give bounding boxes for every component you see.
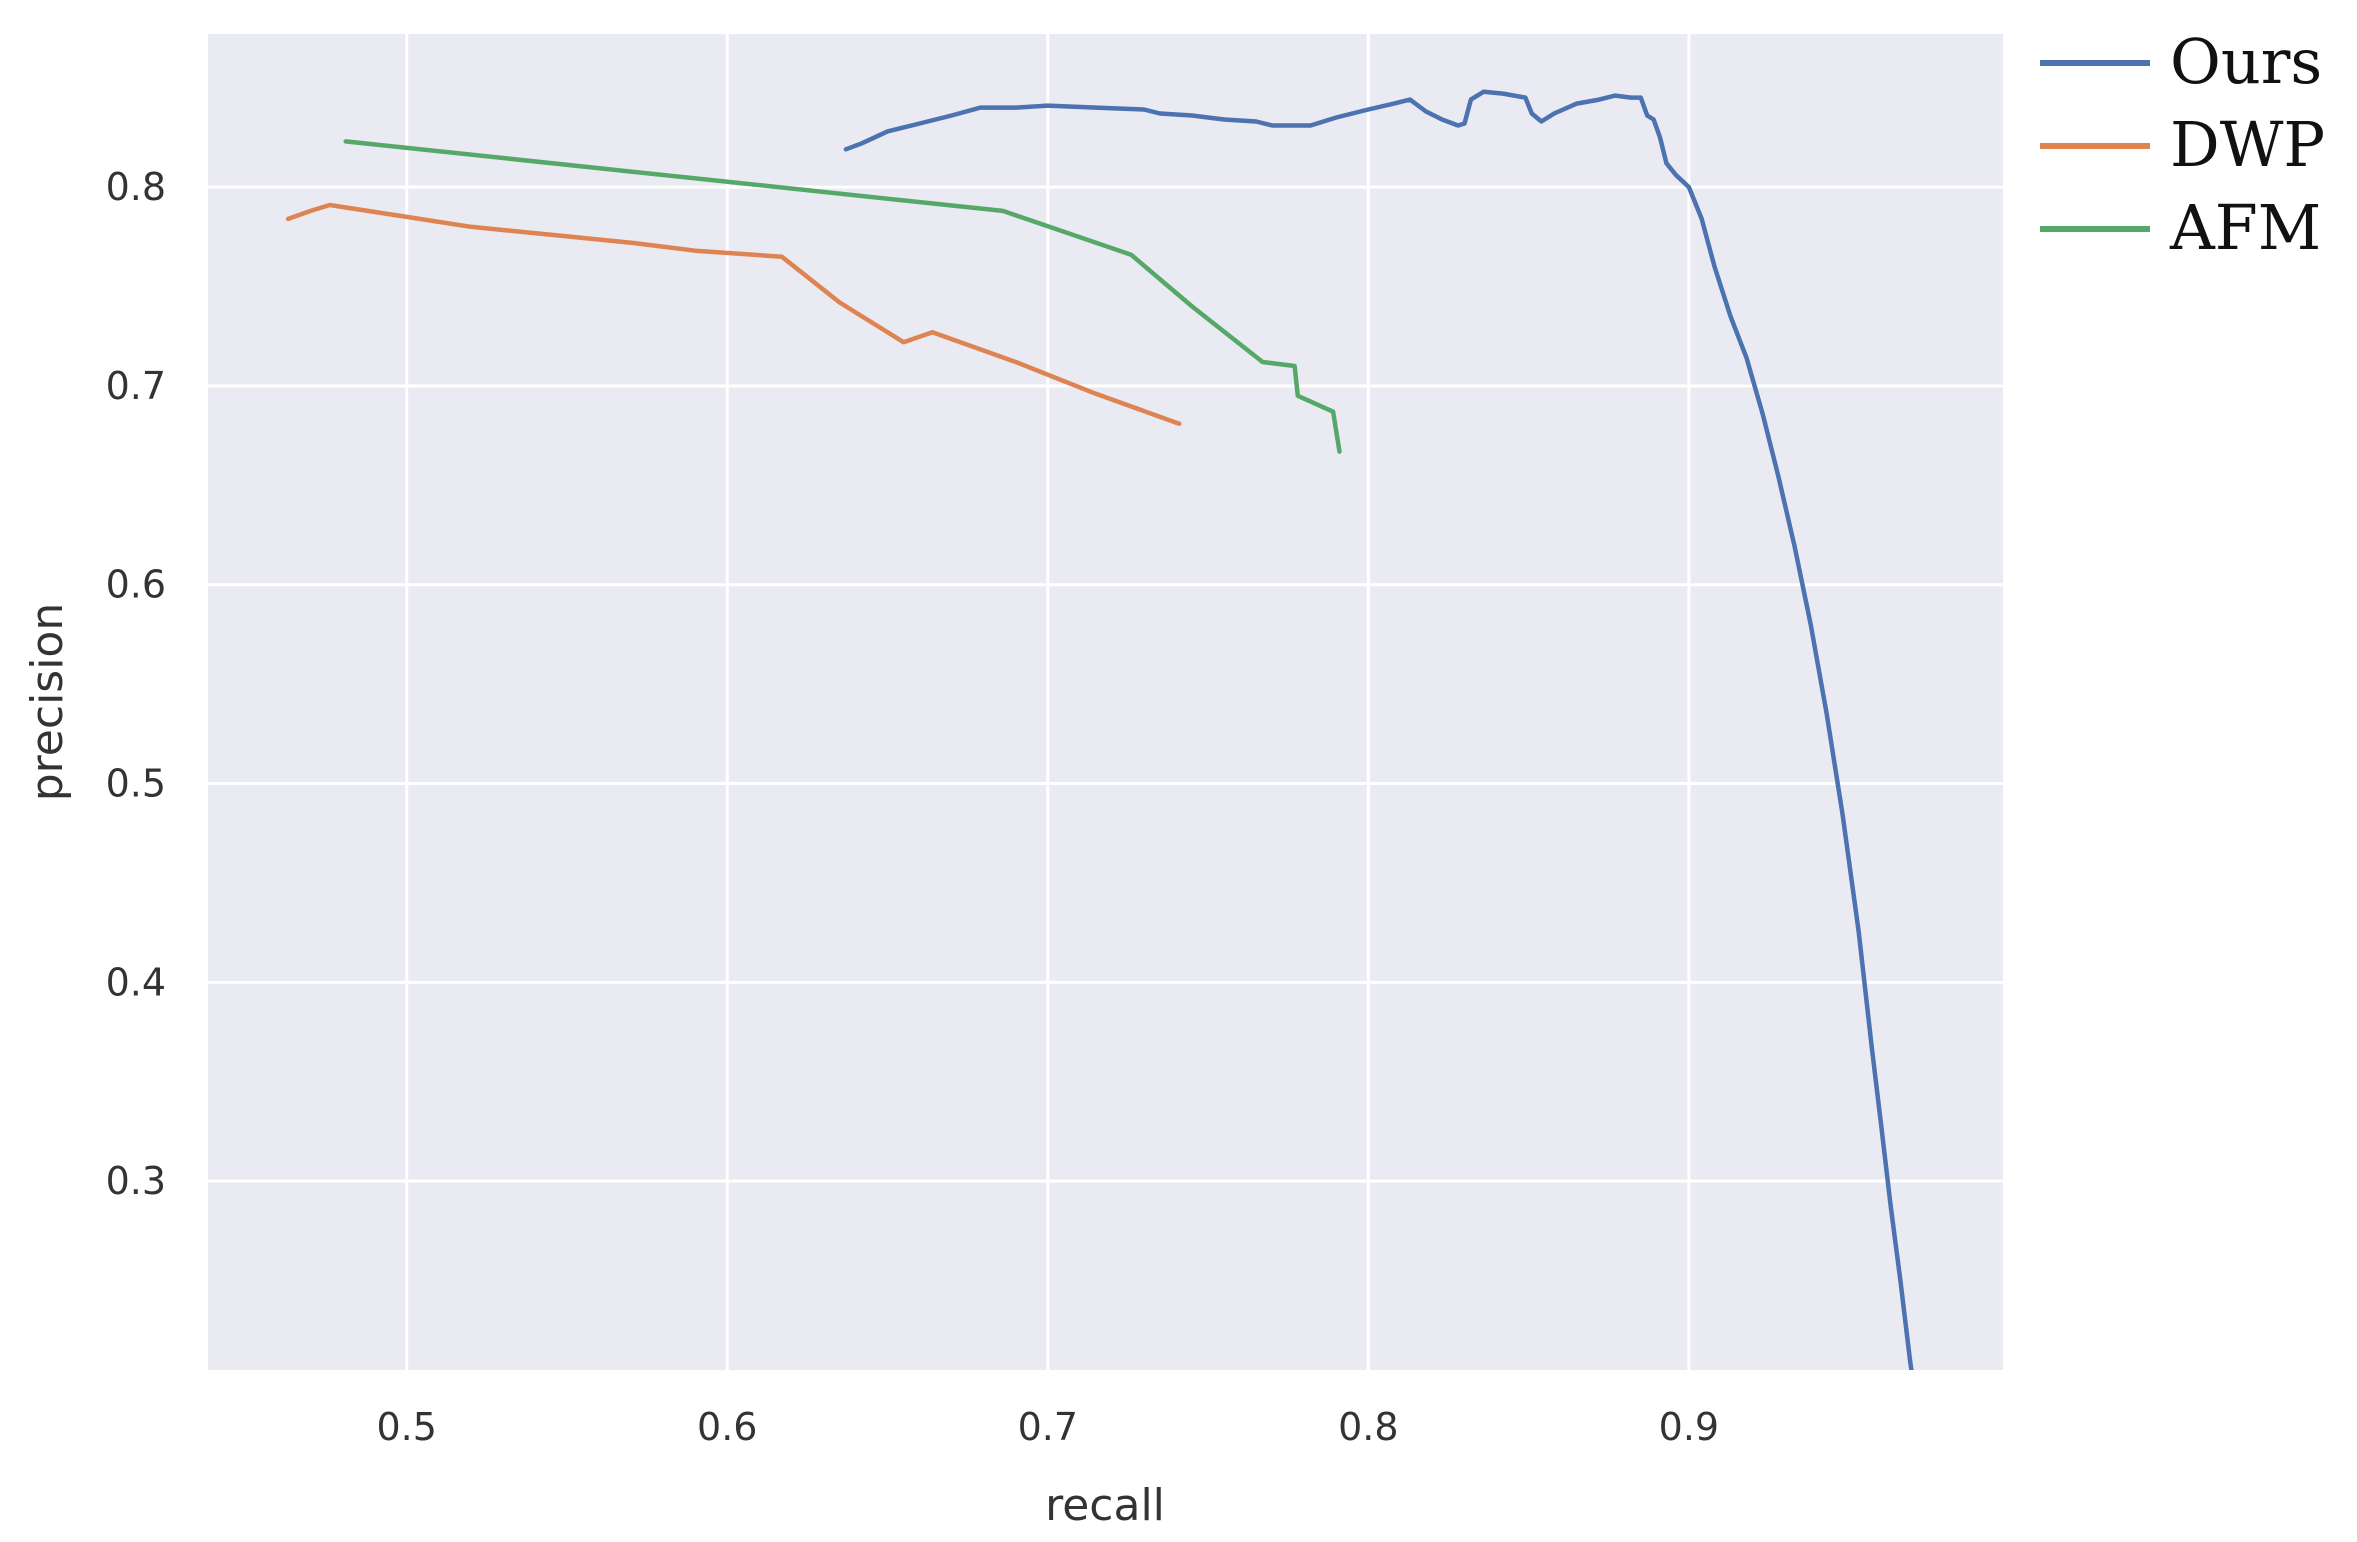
series-line-afm [343,139,1342,454]
x-tick-label: 0.5 [377,1405,437,1449]
legend-label-afm: AFM [2169,191,2321,264]
y-tick-label: 0.4 [106,960,166,1004]
x-tick-labels: 0.5 0.6 0.7 0.8 0.9 [377,1405,1720,1449]
series-line-ours [843,89,1914,1370]
y-tick-label: 0.7 [106,364,166,408]
y-tick-labels: 0.3 0.4 0.5 0.6 0.7 0.8 [106,165,166,1203]
grid-lines [208,34,2003,1370]
plot-area [208,34,2003,1370]
legend: Ours DWP AFM [2040,25,2325,264]
y-axis-title: precision [22,603,73,802]
y-tick-label: 0.8 [106,165,166,209]
x-tick-label: 0.8 [1338,1405,1398,1449]
series-lines [285,89,1914,1370]
y-tick-label: 0.5 [106,762,166,806]
y-tick-label: 0.3 [106,1159,166,1203]
x-tick-label: 0.9 [1659,1405,1719,1449]
x-tick-label: 0.7 [1018,1405,1078,1449]
legend-label-dwp: DWP [2170,108,2325,181]
x-tick-label: 0.6 [697,1405,757,1449]
y-tick-label: 0.6 [106,563,166,607]
x-axis-title: recall [1045,1480,1165,1531]
series-line-dwp [285,202,1182,426]
legend-label-ours: Ours [2170,25,2322,98]
